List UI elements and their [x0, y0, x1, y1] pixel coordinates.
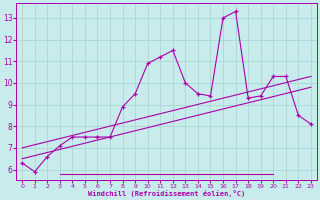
X-axis label: Windchill (Refroidissement éolien,°C): Windchill (Refroidissement éolien,°C) [88, 190, 245, 197]
